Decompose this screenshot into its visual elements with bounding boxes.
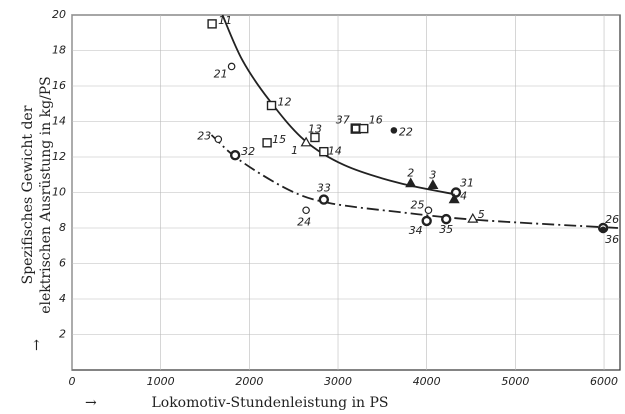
point-label: 4 bbox=[460, 190, 467, 203]
point-label: 15 bbox=[272, 133, 286, 146]
point-label: 37 bbox=[336, 114, 350, 127]
point bbox=[214, 135, 223, 144]
y-tick-label: 20 bbox=[52, 8, 66, 21]
y-tick-label: 2 bbox=[59, 328, 66, 341]
curve bbox=[221, 14, 459, 196]
point-label: 11 bbox=[218, 14, 232, 27]
y-tick-label: 6 bbox=[59, 257, 66, 270]
point bbox=[302, 206, 310, 215]
x-axis-arrow: → bbox=[85, 395, 97, 411]
y-axis-arrow: → bbox=[29, 339, 45, 351]
point-label: 32 bbox=[241, 145, 255, 158]
point-label: 36 bbox=[605, 233, 619, 246]
point-label: 24 bbox=[297, 215, 311, 228]
point-label: 21 bbox=[214, 67, 228, 80]
point-label: 5 bbox=[478, 208, 485, 221]
point bbox=[300, 136, 312, 147]
point-label: 1 bbox=[291, 144, 298, 157]
point bbox=[359, 123, 369, 134]
point-label: 14 bbox=[328, 145, 342, 158]
point bbox=[448, 193, 460, 204]
point bbox=[319, 146, 329, 157]
point bbox=[427, 179, 439, 189]
point-label: 34 bbox=[409, 224, 423, 237]
point-label: 16 bbox=[369, 114, 383, 127]
x-tick-label: 0 bbox=[69, 375, 76, 388]
point bbox=[599, 226, 607, 234]
point bbox=[310, 132, 320, 143]
x-tick-label: 2000 bbox=[235, 375, 263, 388]
point bbox=[441, 213, 452, 225]
point-label: 22 bbox=[399, 125, 413, 138]
y-tick-label: 16 bbox=[52, 79, 66, 92]
point bbox=[262, 138, 272, 148]
curve bbox=[210, 134, 619, 229]
y-tick-label: 14 bbox=[52, 115, 66, 128]
point bbox=[424, 206, 433, 215]
y-tick-label: 10 bbox=[52, 186, 66, 199]
point-label: 3 bbox=[429, 168, 436, 181]
y-axis-title: elektrischen Ausrüstung in kg/PS bbox=[38, 76, 54, 314]
x-tick-label: 6000 bbox=[590, 375, 618, 388]
point bbox=[266, 100, 277, 111]
point-label: 12 bbox=[278, 96, 292, 109]
point bbox=[421, 215, 432, 227]
point-label: 35 bbox=[439, 223, 453, 236]
x-tick-label: 4000 bbox=[413, 375, 441, 388]
y-tick-label: 12 bbox=[52, 150, 66, 163]
x-tick-label: 3000 bbox=[324, 375, 352, 388]
point-label: 23 bbox=[197, 129, 211, 142]
point-label: 2 bbox=[407, 167, 414, 180]
point-label: 31 bbox=[460, 177, 474, 190]
point bbox=[318, 194, 330, 205]
y-tick-label: 4 bbox=[59, 292, 66, 305]
point bbox=[229, 150, 241, 161]
point bbox=[467, 212, 479, 223]
x-axis-title: Lokomotiv-Stundenleistung in PS bbox=[151, 395, 388, 411]
y-tick-label: 8 bbox=[59, 221, 66, 234]
point bbox=[207, 19, 217, 29]
point-label: 13 bbox=[308, 122, 322, 135]
point bbox=[405, 177, 417, 188]
point-label: 33 bbox=[317, 182, 331, 195]
y-tick-label: 18 bbox=[52, 44, 66, 57]
point bbox=[350, 123, 361, 134]
point-label: 25 bbox=[410, 198, 424, 211]
x-tick-label: 1000 bbox=[147, 375, 175, 388]
point bbox=[227, 62, 236, 71]
x-tick-label: 5000 bbox=[501, 375, 529, 388]
point bbox=[390, 127, 398, 134]
point-label: 26 bbox=[605, 213, 619, 226]
y-axis-title: Spezifisches Gewicht der bbox=[20, 105, 36, 284]
